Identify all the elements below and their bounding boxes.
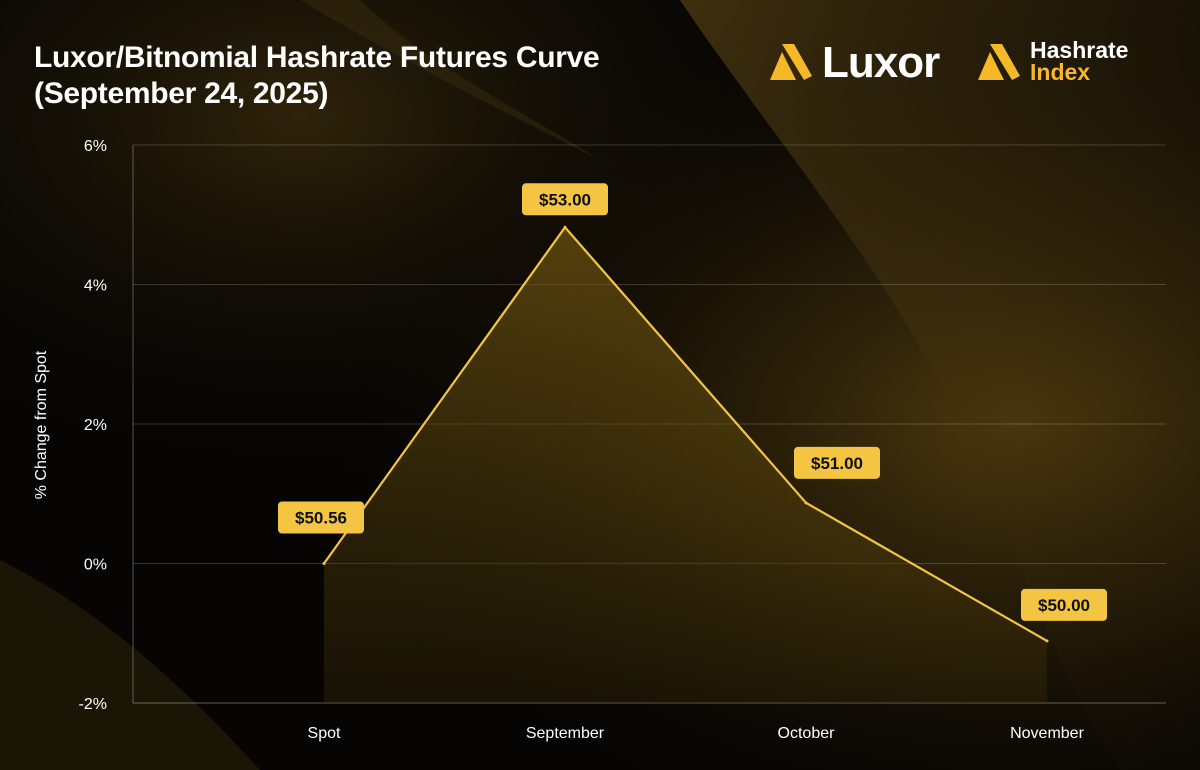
- y-axis-label: % Change from Spot: [33, 350, 50, 499]
- series-area: [324, 227, 1047, 703]
- data-label-badge: [1021, 588, 1107, 621]
- data-label: $53.00: [522, 183, 608, 216]
- x-tick-label: November: [1010, 725, 1084, 742]
- data-label-text: $50.00: [1038, 596, 1090, 615]
- data-point: [563, 225, 567, 229]
- y-tick-label: 6%: [84, 138, 107, 155]
- title-line-2: (September 24, 2025): [34, 77, 329, 110]
- x-tick-label: Spot: [308, 725, 341, 742]
- hashrate-index-logo: Hashrate Index: [976, 38, 1166, 88]
- data-label-text: $51.00: [811, 454, 863, 473]
- index-word: Index: [1030, 59, 1091, 85]
- brand-logos: Luxor Hashrate Index: [768, 38, 1168, 88]
- y-tick-label: -2%: [79, 696, 107, 713]
- data-point: [1045, 639, 1049, 643]
- x-tick-label: September: [526, 725, 605, 742]
- luxor-wordmark: Luxor: [822, 38, 940, 87]
- hashrate-word: Hashrate: [1030, 37, 1129, 63]
- y-tick-label: 2%: [84, 417, 107, 434]
- data-label-badge: [278, 501, 364, 534]
- hashrate-index-mark-icon: [978, 44, 1020, 80]
- data-label: $50.00: [1021, 588, 1107, 621]
- data-labels: $50.56 $53.00 $51.00 $50.00: [278, 183, 1107, 621]
- y-tick-label: 4%: [84, 278, 107, 295]
- area-fill: [324, 227, 1047, 703]
- data-label: $51.00: [794, 446, 880, 479]
- tick-labels: -2% 0% 2% 4% 6% Spot September October November: [79, 138, 1085, 742]
- data-label-badge: [522, 183, 608, 216]
- data-label-text: $50.56: [295, 509, 347, 528]
- series-line-layer: [322, 225, 1049, 643]
- y-tick-label: 0%: [84, 557, 107, 574]
- x-tick-label: October: [778, 725, 836, 742]
- luxor-logo: Luxor: [768, 38, 958, 88]
- data-point: [322, 562, 326, 565]
- data-label: $50.56: [278, 501, 364, 534]
- series-line: [323, 225, 1048, 642]
- data-label-badge: [794, 446, 880, 479]
- title-line-1: Luxor/Bitnomial Hashrate Futures Curve: [34, 41, 600, 74]
- data-label-text: $53.00: [539, 190, 591, 209]
- data-point: [804, 501, 808, 505]
- chart-title: Luxor/Bitnomial Hashrate Futures Curve (…: [34, 40, 600, 112]
- luxor-mark-icon: [770, 44, 812, 80]
